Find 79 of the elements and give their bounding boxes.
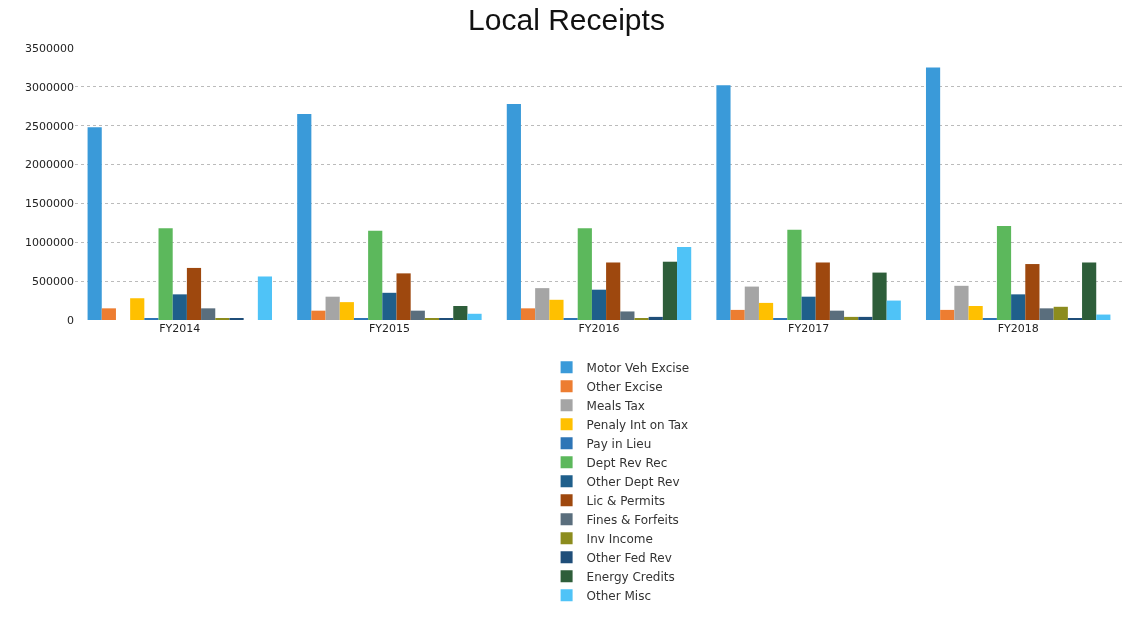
bar xyxy=(758,302,774,320)
legend-label: Penaly Int on Tax xyxy=(586,417,689,432)
bar xyxy=(716,85,731,320)
y-tick-label: 0 xyxy=(67,313,74,327)
bar xyxy=(535,288,550,320)
bar xyxy=(506,103,521,320)
bar xyxy=(158,228,173,320)
bar xyxy=(815,262,830,320)
y-tick-label: 3000000 xyxy=(25,80,74,94)
bar xyxy=(467,313,482,320)
legend-label: Other Misc xyxy=(586,588,652,603)
bar xyxy=(662,261,678,320)
legend-label: Other Dept Rev xyxy=(586,474,680,489)
bar xyxy=(954,285,969,320)
bar xyxy=(130,298,145,320)
legend-label: Fines & Forfeits xyxy=(586,512,679,527)
bar xyxy=(744,286,759,320)
legend-label: Meals Tax xyxy=(586,398,645,413)
bar xyxy=(996,225,1012,320)
bar xyxy=(677,246,692,320)
bar xyxy=(311,310,326,320)
legend-label: Motor Veh Excise xyxy=(586,360,690,375)
y-tick-label: 2000000 xyxy=(25,158,74,172)
bar xyxy=(368,230,383,320)
legend-label: Other Excise xyxy=(586,379,663,394)
x-tick-label: FY2014 xyxy=(159,322,201,335)
bar xyxy=(87,127,102,320)
legend-label: Other Fed Rev xyxy=(586,550,672,565)
legend-label: Pay in Lieu xyxy=(586,436,652,451)
y-tick-label: 1500000 xyxy=(25,197,74,211)
bar xyxy=(925,67,941,320)
bar xyxy=(829,310,845,320)
chart-title: Local Receipts xyxy=(468,3,665,37)
y-tick-label: 1000000 xyxy=(25,236,74,250)
bar xyxy=(172,294,187,320)
bar xyxy=(591,289,607,320)
bar xyxy=(940,309,955,320)
bar xyxy=(577,228,592,320)
x-tick-label: FY2018 xyxy=(997,322,1039,335)
bar xyxy=(872,272,887,320)
legend-label: Inv Income xyxy=(586,531,653,546)
bar xyxy=(549,299,564,320)
bar xyxy=(453,306,468,320)
x-tick-label: FY2017 xyxy=(788,322,830,335)
x-tick-label: FY2015 xyxy=(368,322,410,335)
bar xyxy=(648,316,663,320)
bar xyxy=(1096,314,1111,320)
bar xyxy=(968,306,983,320)
x-tick-label: FY2016 xyxy=(578,322,620,335)
bar xyxy=(801,296,816,320)
legend-label: Energy Credits xyxy=(586,569,675,584)
bar xyxy=(520,308,536,320)
bar xyxy=(201,308,216,320)
bar xyxy=(787,229,802,320)
bar xyxy=(396,273,411,320)
bar xyxy=(1082,262,1097,320)
y-tick-label: 500000 xyxy=(32,274,74,288)
bar xyxy=(1053,306,1068,320)
bar xyxy=(844,316,859,320)
bar xyxy=(101,308,116,320)
bar xyxy=(886,300,901,320)
bar xyxy=(1011,294,1026,320)
bar xyxy=(410,310,425,320)
legend-label: Lic & Permits xyxy=(586,493,666,508)
y-tick-label: 3500000 xyxy=(25,41,74,55)
bar xyxy=(339,302,354,320)
bar xyxy=(858,316,873,320)
bar xyxy=(620,311,635,320)
bar xyxy=(730,309,745,320)
bar xyxy=(186,267,202,320)
bar xyxy=(297,114,312,320)
y-tick-label: 2500000 xyxy=(25,119,74,133)
bar xyxy=(1039,308,1054,320)
bar xyxy=(325,296,340,320)
bar xyxy=(606,262,621,320)
bar xyxy=(382,292,397,320)
bar xyxy=(257,276,273,320)
bar xyxy=(1025,264,1040,320)
legend-label: Dept Rev Rec xyxy=(586,455,668,470)
